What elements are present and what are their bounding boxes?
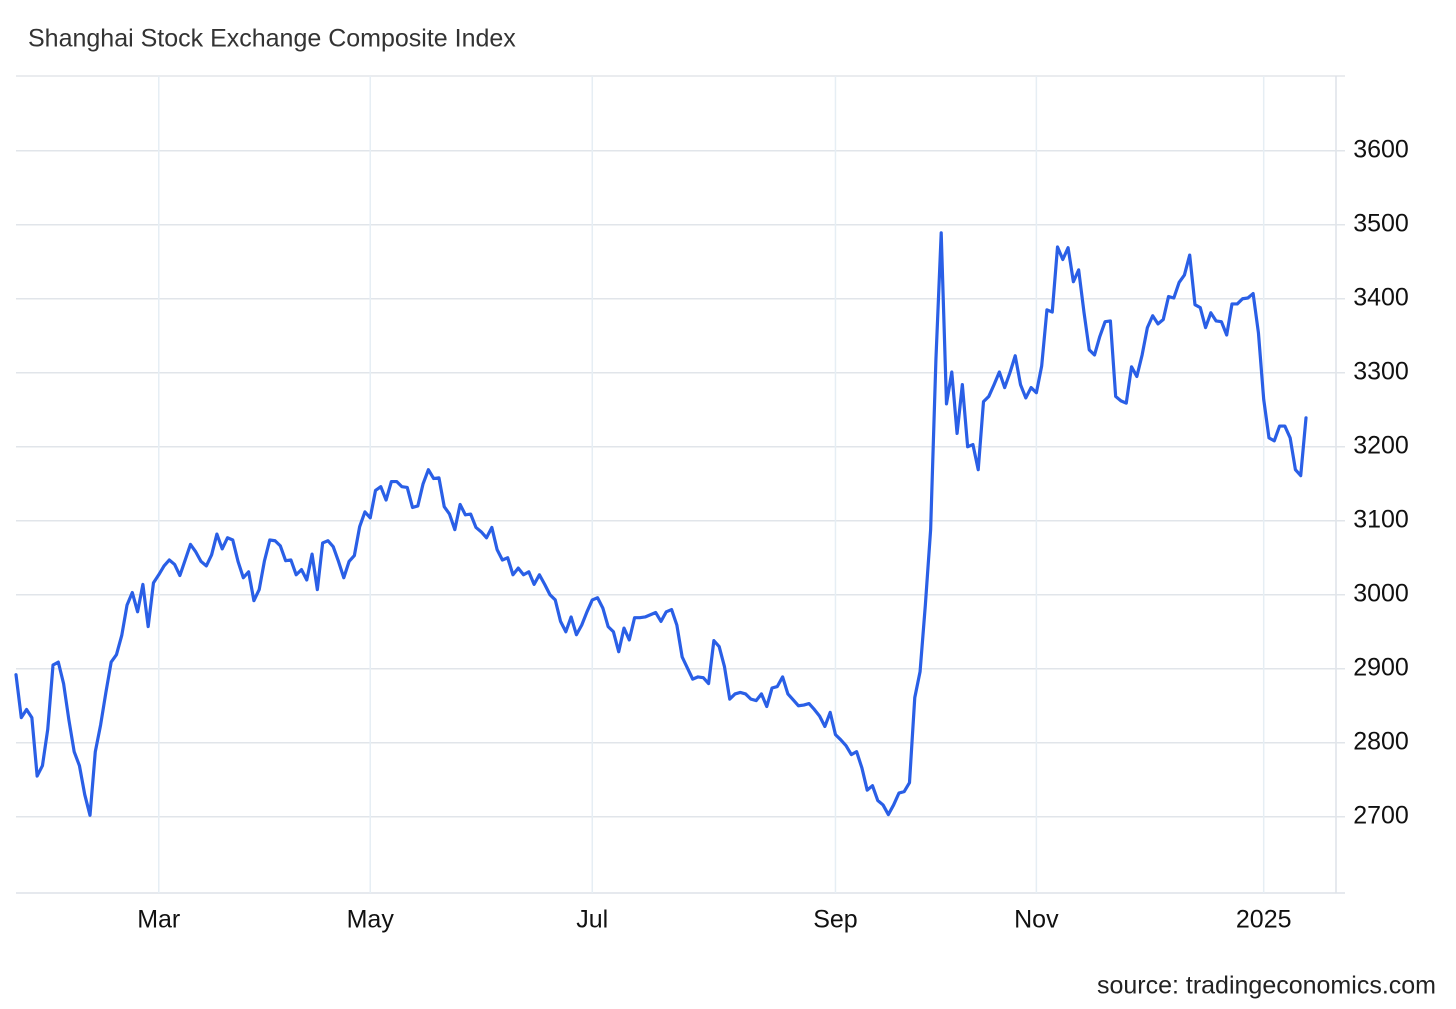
y-tick-label: 3000 (1353, 579, 1409, 607)
source: source: tradingeconomics.com (1097, 972, 1436, 1000)
y-tick-label: 3500 (1353, 209, 1409, 237)
y-tick-label: 3300 (1353, 357, 1409, 385)
y-tick-label: 2900 (1353, 653, 1409, 681)
x-tick-label: May (347, 906, 395, 934)
x-tick-label: Jul (576, 906, 608, 934)
x-tick-label: Nov (1014, 906, 1059, 934)
x-tick-label: Sep (813, 906, 857, 934)
x-tick-label: Mar (137, 906, 180, 934)
y-tick-label: 3100 (1353, 505, 1409, 533)
y-tick-label: 3200 (1353, 431, 1409, 459)
x-tick-label: 2025 (1236, 906, 1292, 934)
y-tick-label: 2800 (1353, 727, 1409, 755)
chart-title: Shanghai Stock Exchange Composite Index (28, 25, 516, 53)
y-tick-label: 3600 (1353, 135, 1409, 163)
y-tick-label: 2700 (1353, 801, 1409, 829)
series-line (14, 231, 1308, 817)
y-tick-label: 3400 (1353, 283, 1409, 311)
